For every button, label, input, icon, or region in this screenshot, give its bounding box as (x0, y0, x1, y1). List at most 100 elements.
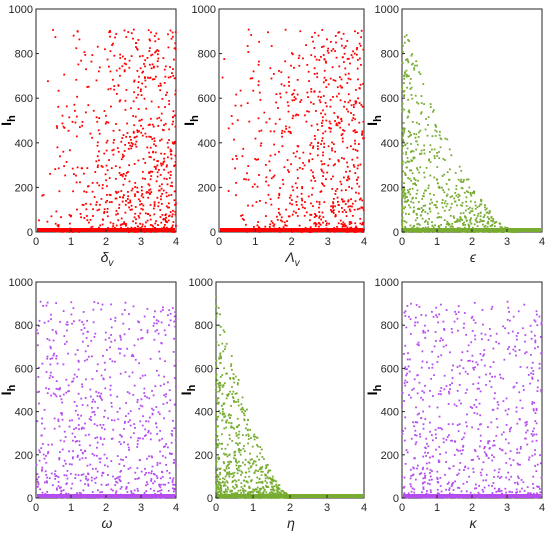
data-point (230, 489, 233, 492)
data-point (268, 160, 271, 163)
data-point (258, 478, 261, 480)
x-tick-label: 3 (504, 236, 510, 248)
data-point (447, 224, 450, 226)
data-point (401, 216, 404, 219)
data-point (409, 169, 411, 172)
data-point (410, 86, 413, 89)
data-point (298, 64, 301, 67)
data-point (457, 430, 460, 433)
data-point (136, 190, 139, 193)
data-point (336, 124, 339, 127)
data-point (447, 481, 450, 484)
data-point (259, 98, 262, 101)
data-point (118, 463, 121, 465)
data-point (128, 449, 130, 451)
data-point (87, 85, 90, 88)
data-point (148, 189, 151, 192)
data-point (219, 473, 221, 476)
data-point (103, 437, 106, 440)
data-point (540, 323, 543, 326)
data-point (139, 55, 141, 58)
data-point (416, 213, 418, 216)
data-point (173, 320, 176, 323)
data-point (173, 164, 176, 167)
data-point (330, 178, 333, 180)
data-point (268, 117, 271, 120)
data-point (458, 372, 461, 375)
data-point (161, 437, 164, 440)
data-point (447, 403, 450, 405)
data-point (216, 425, 219, 428)
data-point (158, 185, 161, 188)
data-point (239, 489, 242, 492)
data-point (478, 423, 481, 426)
data-point (138, 130, 140, 132)
data-point (313, 135, 316, 137)
data-point (217, 397, 220, 400)
data-point (455, 188, 458, 191)
data-point (427, 445, 430, 448)
data-point (232, 426, 234, 429)
data-point (289, 130, 292, 133)
data-point (83, 327, 86, 329)
data-point (519, 447, 522, 450)
data-point (439, 390, 442, 393)
data-point (415, 140, 418, 143)
data-point (127, 31, 130, 33)
data-point (167, 46, 170, 49)
data-point (350, 112, 352, 114)
data-point (321, 137, 324, 140)
data-point (279, 187, 281, 189)
data-point (84, 54, 87, 56)
data-point (168, 177, 171, 179)
data-point (413, 225, 416, 228)
data-point (153, 213, 156, 216)
data-point (461, 204, 463, 207)
data-point (99, 436, 102, 439)
data-point (257, 158, 260, 161)
data-point (89, 463, 92, 466)
data-point (236, 119, 239, 122)
data-point (323, 69, 326, 72)
data-point (91, 452, 94, 455)
data-point (236, 417, 239, 420)
data-point (469, 210, 472, 213)
data-point (41, 194, 44, 197)
data-point (409, 78, 412, 80)
data-point (453, 320, 456, 323)
data-point (234, 460, 237, 463)
data-point (117, 84, 120, 86)
data-point (109, 70, 112, 73)
data-point (73, 173, 75, 176)
data-point (240, 104, 243, 107)
data-point (37, 476, 40, 478)
data-point (54, 222, 57, 225)
data-point (101, 398, 103, 401)
data-point (420, 111, 423, 114)
data-point (103, 212, 106, 214)
data-point (516, 451, 518, 454)
data-point (318, 225, 320, 228)
data-point (103, 152, 106, 155)
data-point (173, 315, 176, 318)
data-point (344, 100, 346, 103)
data-point (173, 427, 176, 430)
data-point (150, 31, 152, 34)
data-point (310, 179, 313, 182)
data-point (476, 363, 479, 366)
data-point (158, 484, 161, 487)
data-point (119, 74, 121, 77)
data-point (137, 215, 140, 217)
data-point (104, 409, 106, 412)
data-point (314, 180, 317, 182)
data-point (54, 475, 57, 477)
data-point (278, 118, 281, 121)
data-point (470, 317, 473, 319)
data-point (168, 410, 171, 413)
data-point (532, 373, 535, 376)
data-point (323, 201, 326, 204)
data-point (451, 483, 453, 486)
data-point (153, 322, 156, 325)
data-point (324, 60, 327, 63)
data-point (241, 408, 244, 410)
